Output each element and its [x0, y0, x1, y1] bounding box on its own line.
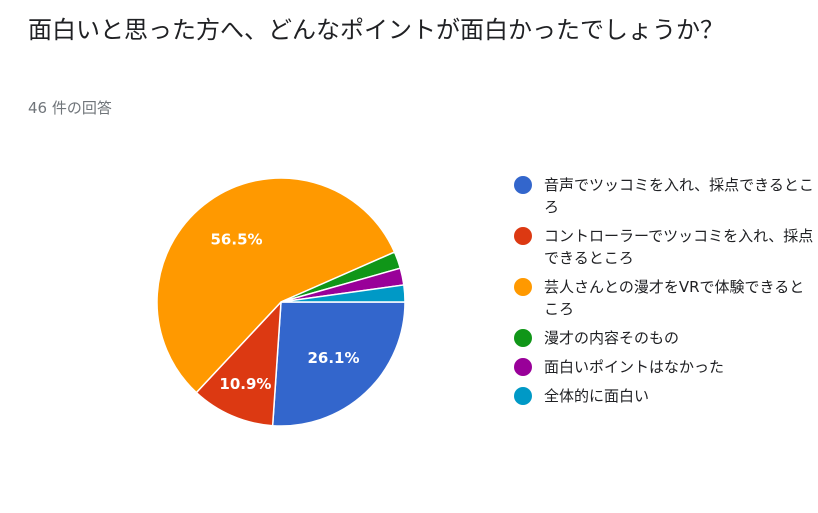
legend-color-dot	[514, 176, 532, 194]
legend-label: 漫才の内容そのもの	[544, 329, 680, 347]
legend-item[interactable]: 芸人さんとの漫才をVRで体験できるところ	[514, 276, 814, 320]
legend-color-dot	[514, 227, 532, 245]
slice-value-label: 10.9%	[219, 375, 271, 393]
legend-label: 芸人さんとの漫才をVRで体験できるところ	[544, 278, 805, 318]
legend-label: コントローラーでツッコミを入れ、採点できるところ	[544, 227, 814, 267]
chart-legend: 音声でツッコミを入れ、採点できるところ コントローラーでツッコミを入れ、採点できる…	[514, 174, 814, 414]
legend-color-dot	[514, 358, 532, 376]
legend-color-dot	[514, 387, 532, 405]
legend-label: 音声でツッコミを入れ、採点できるところ	[544, 176, 814, 216]
legend-item[interactable]: 漫才の内容そのもの	[514, 327, 814, 349]
pie-slice[interactable]	[271, 301, 406, 427]
pie-slice[interactable]	[280, 284, 406, 303]
legend-item[interactable]: 面白いポイントはなかった	[514, 356, 814, 378]
legend-color-dot	[514, 329, 532, 347]
legend-color-dot	[514, 278, 532, 296]
legend-item[interactable]: コントローラーでツッコミを入れ、採点できるところ	[514, 225, 814, 269]
slice-value-label: 56.5%	[211, 230, 263, 248]
slice-value-label: 26.1%	[307, 349, 359, 367]
legend-item[interactable]: 全体的に面白い	[514, 385, 814, 407]
question-title: 面白いと思った方へ、どんなポイントが面白かったでしょうか？	[28, 16, 724, 44]
legend-label: 全体的に面白い	[544, 387, 650, 405]
legend-item[interactable]: 音声でツッコミを入れ、採点できるところ	[514, 174, 814, 218]
pie-slice[interactable]	[195, 299, 282, 427]
pie-slice[interactable]	[156, 177, 396, 394]
legend-label: 面白いポイントはなかった	[544, 358, 725, 376]
response-count: 46 件の回答	[28, 99, 112, 117]
